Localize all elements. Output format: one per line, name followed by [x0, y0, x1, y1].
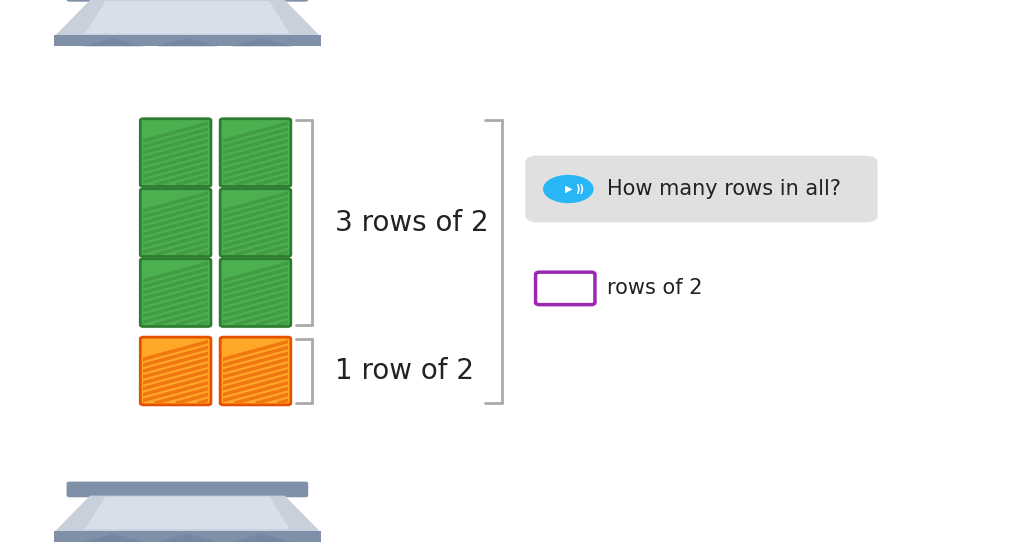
- Text: )): )): [575, 184, 585, 194]
- FancyBboxPatch shape: [220, 337, 291, 405]
- Polygon shape: [54, 496, 321, 532]
- Bar: [223, 120, 288, 185]
- Text: 1 row of 2: 1 row of 2: [335, 357, 474, 385]
- Polygon shape: [82, 38, 143, 46]
- Bar: [223, 339, 288, 403]
- FancyBboxPatch shape: [67, 0, 308, 2]
- Bar: [143, 190, 208, 255]
- Text: 3 rows of 2: 3 rows of 2: [335, 209, 488, 237]
- Polygon shape: [85, 1, 290, 34]
- FancyBboxPatch shape: [140, 337, 211, 405]
- Bar: [223, 260, 288, 325]
- Text: ▶: ▶: [564, 184, 572, 194]
- FancyBboxPatch shape: [140, 259, 211, 326]
- Polygon shape: [54, 0, 321, 36]
- Polygon shape: [82, 534, 143, 542]
- Text: How many rows in all?: How many rows in all?: [607, 179, 842, 199]
- FancyBboxPatch shape: [67, 482, 308, 497]
- FancyBboxPatch shape: [140, 189, 211, 256]
- Bar: [54, 35, 321, 46]
- Polygon shape: [231, 534, 293, 542]
- FancyBboxPatch shape: [220, 259, 291, 326]
- FancyBboxPatch shape: [140, 119, 211, 186]
- FancyBboxPatch shape: [536, 272, 595, 305]
- Polygon shape: [157, 38, 218, 46]
- Polygon shape: [157, 534, 218, 542]
- Polygon shape: [231, 38, 293, 46]
- FancyBboxPatch shape: [220, 189, 291, 256]
- Bar: [223, 190, 288, 255]
- FancyBboxPatch shape: [525, 156, 878, 222]
- Bar: [143, 339, 208, 403]
- Circle shape: [544, 176, 593, 203]
- Bar: [143, 120, 208, 185]
- Bar: [54, 531, 321, 542]
- Polygon shape: [85, 497, 290, 529]
- Text: rows of 2: rows of 2: [607, 278, 702, 298]
- Bar: [143, 260, 208, 325]
- FancyBboxPatch shape: [220, 119, 291, 186]
